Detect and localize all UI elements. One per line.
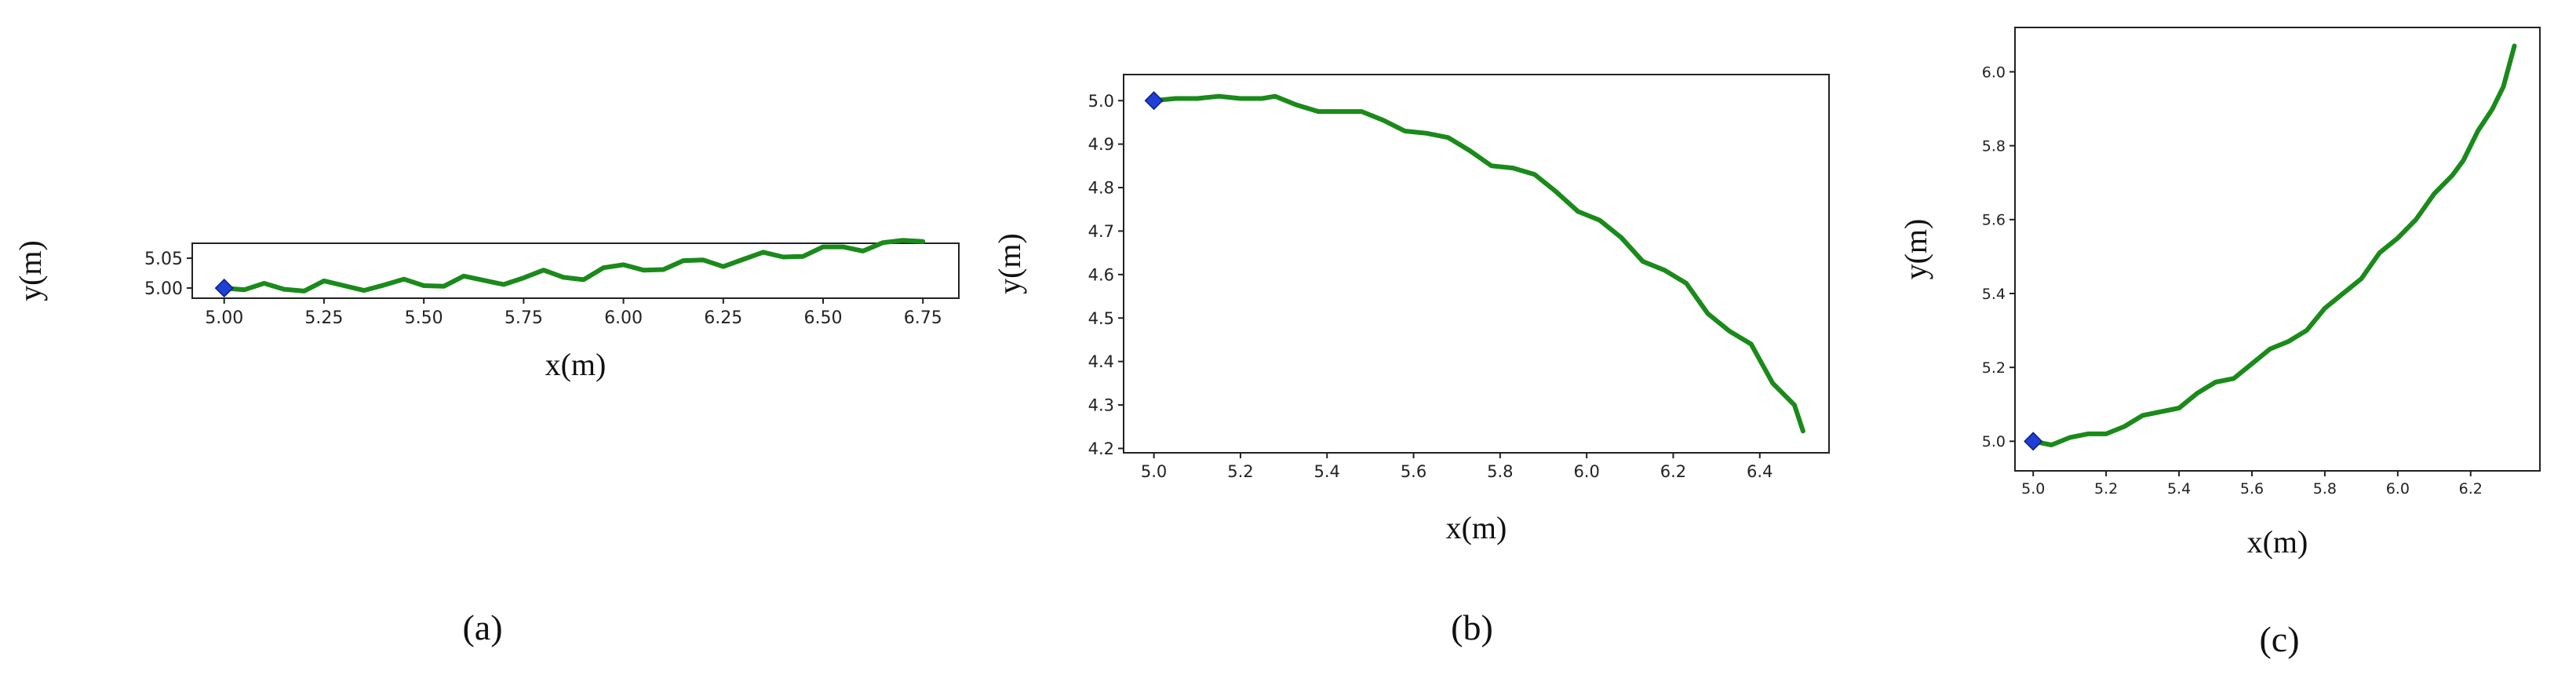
x-tick-label: 5.2 (2094, 480, 2118, 498)
y-tick-label: 4.2 (1088, 439, 1114, 458)
y-axis-title: y(m) (1898, 219, 1933, 280)
trajectory-line (221, 238, 926, 293)
x-tick-label: 6.75 (904, 308, 942, 328)
y-tick-label: 4.5 (1088, 309, 1114, 328)
y-tick-label: 4.9 (1088, 135, 1114, 154)
x-tick-label: 5.6 (2240, 480, 2264, 498)
y-tick-label: 4.6 (1088, 265, 1114, 284)
x-tick-label: 5.4 (2167, 480, 2191, 498)
panel-c: 5.0 5.2 5.4 5.6 5.8 6.0 6.2 5.0 5.2 5.4 5.6 5.8 6.0 x… (1898, 27, 2541, 659)
x-axis-title: x(m) (545, 347, 607, 382)
y-tick-label: 5.0 (1982, 433, 2006, 450)
y-tick-label: 5.00 (144, 279, 183, 299)
x-axis-title: x(m) (1446, 510, 1507, 545)
x-tick-label: 5.25 (304, 308, 343, 328)
y-axis-title: y(m) (992, 233, 1027, 294)
panel-caption: (b) (1451, 607, 1493, 647)
x-tick-label: 6.4 (1747, 462, 1773, 481)
y-tick-label: 5.8 (1982, 138, 2006, 155)
start-marker (1144, 91, 1164, 111)
start-marker (214, 279, 234, 298)
x-tick-label: 5.8 (1487, 462, 1513, 481)
x-tick-label: 6.00 (604, 308, 643, 328)
x-tick-label: 6.25 (704, 308, 742, 328)
x-tick-label: 6.0 (1573, 462, 1599, 481)
y-tick-label: 5.6 (1982, 212, 2006, 229)
x-tick-label: 5.0 (1141, 462, 1167, 481)
x-tick-label: 5.0 (2021, 480, 2045, 498)
x-tick-label: 6.2 (1660, 462, 1686, 481)
start-marker (2024, 432, 2043, 451)
x-tick-label: 5.2 (1227, 462, 1253, 481)
y-tick-label: 5.05 (144, 250, 183, 269)
x-tick-label: 5.4 (1314, 462, 1340, 481)
axes-frame (191, 242, 960, 299)
x-tick-label: 5.50 (405, 308, 443, 328)
y-tick-label: 4.3 (1088, 396, 1114, 415)
x-axis-title: x(m) (2247, 524, 2308, 560)
trajectory-line (1151, 93, 1805, 434)
y-tick-label: 6.0 (1982, 64, 2006, 81)
panel-caption: (a) (462, 607, 502, 647)
panel-b: 5.0 5.2 5.4 5.6 5.8 6.0 6.2 6.4 4.2 4.3 4.4 4.5 4.6 4… (992, 74, 1830, 647)
x-tick-label: 5.00 (205, 308, 243, 328)
y-tick-label: 5.2 (1982, 359, 2006, 377)
y-tick-label: 4.8 (1088, 179, 1114, 198)
x-tick-label: 5.8 (2313, 480, 2337, 498)
panel-caption: (c) (2259, 619, 2299, 659)
y-tick-label: 4.7 (1088, 222, 1114, 241)
x-tick-label: 6.50 (803, 308, 842, 328)
y-tick-label: 5.0 (1088, 92, 1114, 111)
x-tick-label: 5.6 (1401, 462, 1426, 481)
axes-frame (2014, 27, 2541, 472)
axes-frame (1123, 74, 1830, 454)
x-tick-label: 5.75 (505, 308, 543, 328)
y-tick-label: 5.4 (1982, 286, 2006, 303)
x-tick-label: 6.0 (2386, 480, 2410, 498)
y-axis-title: y(m) (13, 240, 48, 301)
trajectory-line (2031, 43, 2517, 447)
y-tick-label: 4.4 (1088, 352, 1114, 371)
x-tick-label: 6.2 (2459, 480, 2483, 498)
panel-a: 5.00 5.25 5.50 5.75 6.00 6.25 6.50 6.75 5.00 5.05… (13, 238, 960, 647)
